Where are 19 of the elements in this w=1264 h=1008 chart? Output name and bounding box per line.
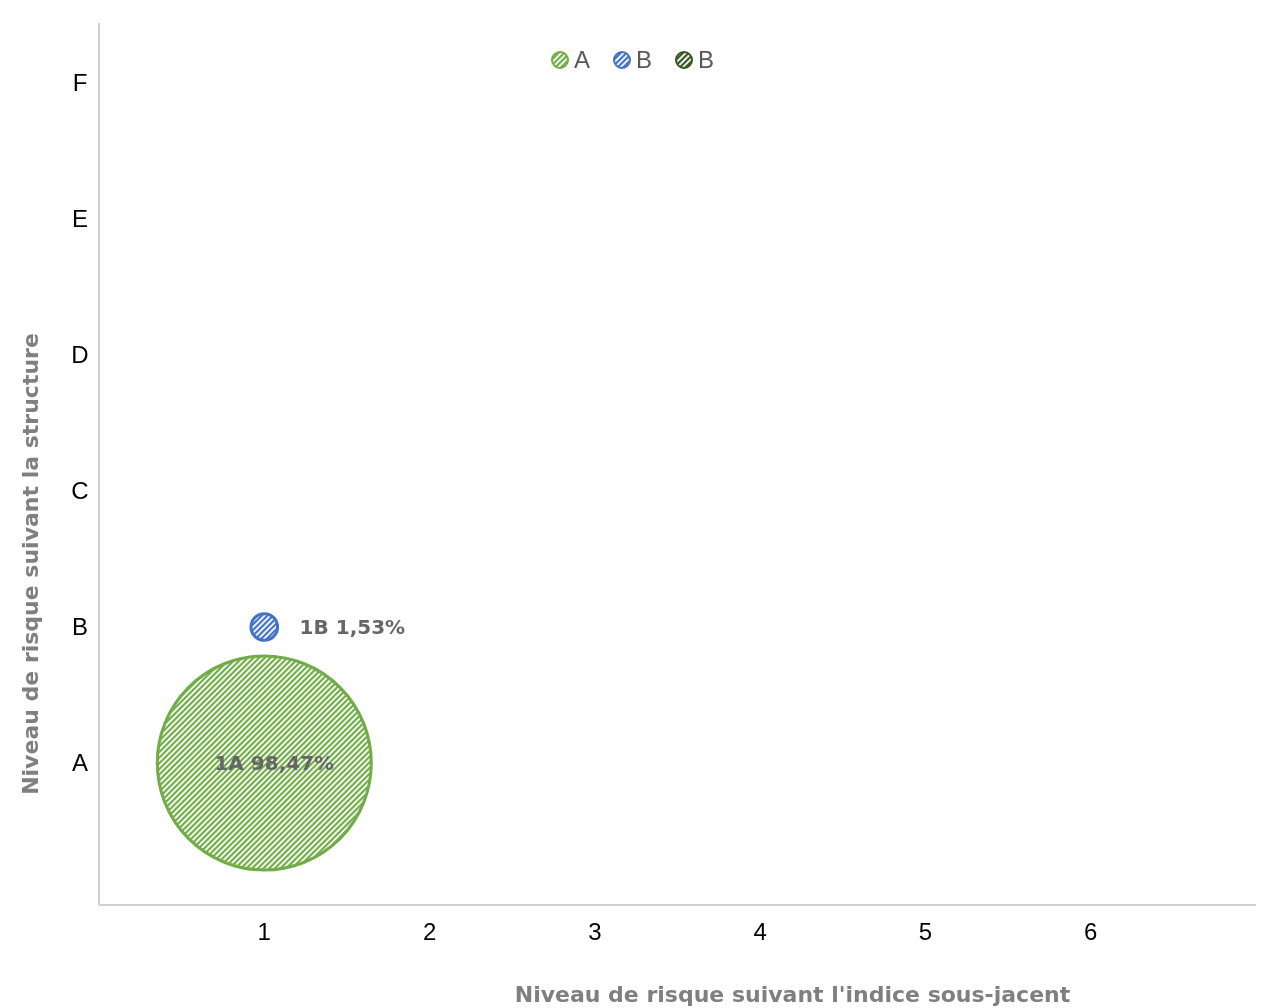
y-tick-label: A — [71, 749, 89, 777]
x-tick-label: 1 — [257, 918, 271, 945]
y-axis-title: Niveau de risque suivant la structure — [18, 333, 43, 795]
x-tick-label: 4 — [753, 918, 767, 945]
legend-label: A — [574, 46, 591, 74]
x-tick-label: 2 — [422, 918, 437, 945]
data-label: 1A 98,47% — [214, 751, 335, 775]
y-tick-label: D — [71, 341, 89, 369]
y-tick-label: E — [71, 205, 89, 233]
y-tick-label: C — [71, 477, 89, 505]
y-tick-label: F — [72, 69, 88, 97]
data-label: 1B 1,53% — [299, 615, 406, 639]
y-tick-label: B — [71, 613, 89, 641]
x-tick-label: 6 — [1084, 918, 1098, 945]
legend-label: B — [636, 46, 653, 74]
legend-label: B — [698, 46, 715, 74]
x-axis-title: Niveau de risque suivant l'indice sous-jacent — [514, 982, 1071, 1007]
x-tick-label: 5 — [918, 918, 933, 945]
x-tick-label: 3 — [588, 918, 602, 945]
